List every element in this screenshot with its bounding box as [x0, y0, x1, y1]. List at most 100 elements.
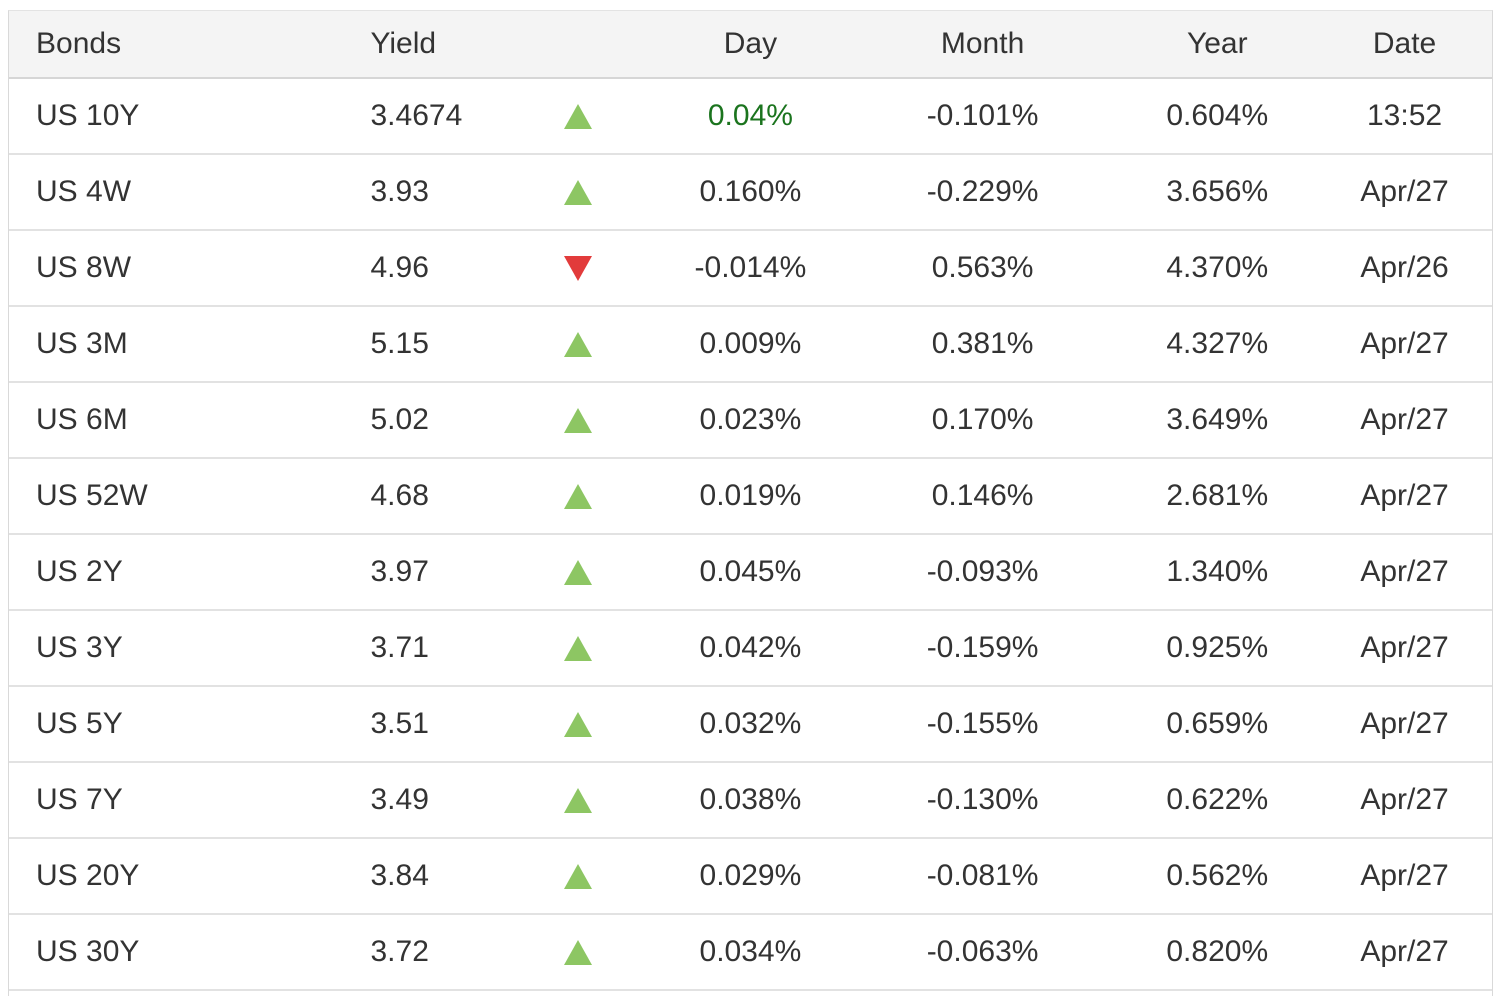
up-triangle-icon: [564, 103, 593, 129]
month-change: -0.081%: [926, 859, 1039, 892]
bond-name[interactable]: US 5Y: [36, 707, 123, 740]
year-change: 4.327%: [1166, 327, 1269, 360]
month-change: -0.159%: [926, 631, 1039, 664]
date-value: Apr/27: [1360, 555, 1449, 588]
yield-value: 3.93: [370, 175, 429, 208]
up-triangle-icon: [564, 483, 593, 509]
bond-name[interactable]: US 6M: [36, 403, 128, 436]
up-triangle-icon: [564, 331, 593, 357]
table-row[interactable]: US 4W 3.93 0.160% -0.229% 3.656% Apr/27: [9, 155, 1492, 231]
bond-name[interactable]: US 10Y: [36, 99, 140, 132]
year-change: 0.604%: [1166, 99, 1269, 132]
bond-name[interactable]: US 4W: [36, 175, 132, 208]
month-change: -0.130%: [926, 783, 1039, 816]
table-row[interactable]: US 52W 4.68 0.019% 0.146% 2.681% Apr/27: [9, 459, 1492, 535]
year-change: 3.656%: [1166, 175, 1269, 208]
bond-name[interactable]: US 3Y: [36, 631, 123, 664]
bond-name[interactable]: US 8W: [36, 251, 132, 284]
header-day: Day: [723, 27, 778, 60]
up-triangle-icon: [564, 939, 593, 965]
month-change: -0.063%: [926, 935, 1039, 968]
day-change: 0.023%: [699, 403, 802, 436]
bond-name[interactable]: US 7Y: [36, 783, 123, 816]
date-value: Apr/27: [1360, 631, 1449, 664]
bond-name[interactable]: US 30Y: [36, 935, 140, 968]
date-value: Apr/27: [1360, 707, 1449, 740]
yield-value: 4.96: [370, 251, 429, 284]
year-change: 3.649%: [1166, 403, 1269, 436]
bond-name[interactable]: US 20Y: [36, 859, 140, 892]
day-change: 0.032%: [699, 707, 802, 740]
day-change: 0.034%: [699, 935, 802, 968]
table-header-row: Bonds Yield Day Month Year Date: [9, 11, 1492, 79]
table-row[interactable]: US 5Y 3.51 0.032% -0.155% 0.659% Apr/27: [9, 687, 1492, 763]
header-yield: Yield: [370, 27, 437, 60]
yield-value: 3.49: [370, 783, 429, 816]
bonds-table: Bonds Yield Day Month Year Date US 10Y 3…: [8, 10, 1493, 996]
up-triangle-icon: [564, 407, 593, 433]
down-triangle-icon: [564, 255, 593, 281]
header-date: Date: [1372, 27, 1437, 60]
year-change: 2.681%: [1166, 479, 1269, 512]
bond-name[interactable]: US 2Y: [36, 555, 123, 588]
header-month: Month: [940, 27, 1025, 60]
header-year: Year: [1186, 27, 1248, 60]
day-change: 0.029%: [699, 859, 802, 892]
date-value: Apr/27: [1360, 327, 1449, 360]
day-change: 0.042%: [699, 631, 802, 664]
month-change: 0.381%: [931, 327, 1034, 360]
date-value: Apr/27: [1360, 935, 1449, 968]
bond-name[interactable]: US 3M: [36, 327, 128, 360]
table-row[interactable]: US 7Y 3.49 0.038% -0.130% 0.622% Apr/27: [9, 763, 1492, 839]
date-value: Apr/26: [1360, 251, 1449, 284]
month-change: 0.146%: [931, 479, 1034, 512]
date-value: Apr/27: [1360, 175, 1449, 208]
date-value: 13:52: [1367, 99, 1443, 132]
yield-value: 5.02: [370, 403, 429, 436]
up-triangle-icon: [564, 787, 593, 813]
month-change: -0.155%: [926, 707, 1039, 740]
table-row[interactable]: US 10Y 3.4674 0.04% -0.101% 0.604% 13:52: [9, 79, 1492, 155]
yield-value: 4.68: [370, 479, 429, 512]
day-change: 0.038%: [699, 783, 802, 816]
year-change: 0.659%: [1166, 707, 1269, 740]
month-change: 0.563%: [931, 251, 1034, 284]
year-change: 0.622%: [1166, 783, 1269, 816]
yield-value: 5.15: [370, 327, 429, 360]
table-row[interactable]: US 3M 5.15 0.009% 0.381% 4.327% Apr/27: [9, 307, 1492, 383]
up-triangle-icon: [564, 179, 593, 205]
table-row[interactable]: US 2Y 3.97 0.045% -0.093% 1.340% Apr/27: [9, 535, 1492, 611]
day-change: 0.009%: [699, 327, 802, 360]
yield-value: 3.72: [370, 935, 429, 968]
table-row[interactable]: US 6M 5.02 0.023% 0.170% 3.649% Apr/27: [9, 383, 1492, 459]
day-change: -0.014%: [694, 251, 807, 284]
yield-value: 3.84: [370, 859, 429, 892]
up-triangle-icon: [564, 559, 593, 585]
table-row[interactable]: US 8W 4.96 -0.014% 0.563% 4.370% Apr/26: [9, 231, 1492, 307]
yield-value: 3.4674: [370, 99, 463, 132]
table-body: US 10Y 3.4674 0.04% -0.101% 0.604% 13:52…: [9, 79, 1492, 991]
year-change: 0.562%: [1166, 859, 1269, 892]
date-value: Apr/27: [1360, 783, 1449, 816]
bond-name[interactable]: US 52W: [36, 479, 148, 512]
year-change: 0.820%: [1166, 935, 1269, 968]
day-change: 0.04%: [707, 99, 793, 132]
year-change: 4.370%: [1166, 251, 1269, 284]
table-row[interactable]: US 20Y 3.84 0.029% -0.081% 0.562% Apr/27: [9, 839, 1492, 915]
day-change: 0.045%: [699, 555, 802, 588]
month-change: -0.101%: [926, 99, 1039, 132]
month-change: -0.229%: [926, 175, 1039, 208]
yield-value: 3.97: [370, 555, 429, 588]
day-change: 0.019%: [699, 479, 802, 512]
table-row[interactable]: US 3Y 3.71 0.042% -0.159% 0.925% Apr/27: [9, 611, 1492, 687]
up-triangle-icon: [564, 635, 593, 661]
date-value: Apr/27: [1360, 859, 1449, 892]
year-change: 1.340%: [1166, 555, 1269, 588]
up-triangle-icon: [564, 863, 593, 889]
yield-value: 3.71: [370, 631, 429, 664]
month-change: 0.170%: [931, 403, 1034, 436]
date-value: Apr/27: [1360, 479, 1449, 512]
date-value: Apr/27: [1360, 403, 1449, 436]
table-row[interactable]: US 30Y 3.72 0.034% -0.063% 0.820% Apr/27: [9, 915, 1492, 991]
